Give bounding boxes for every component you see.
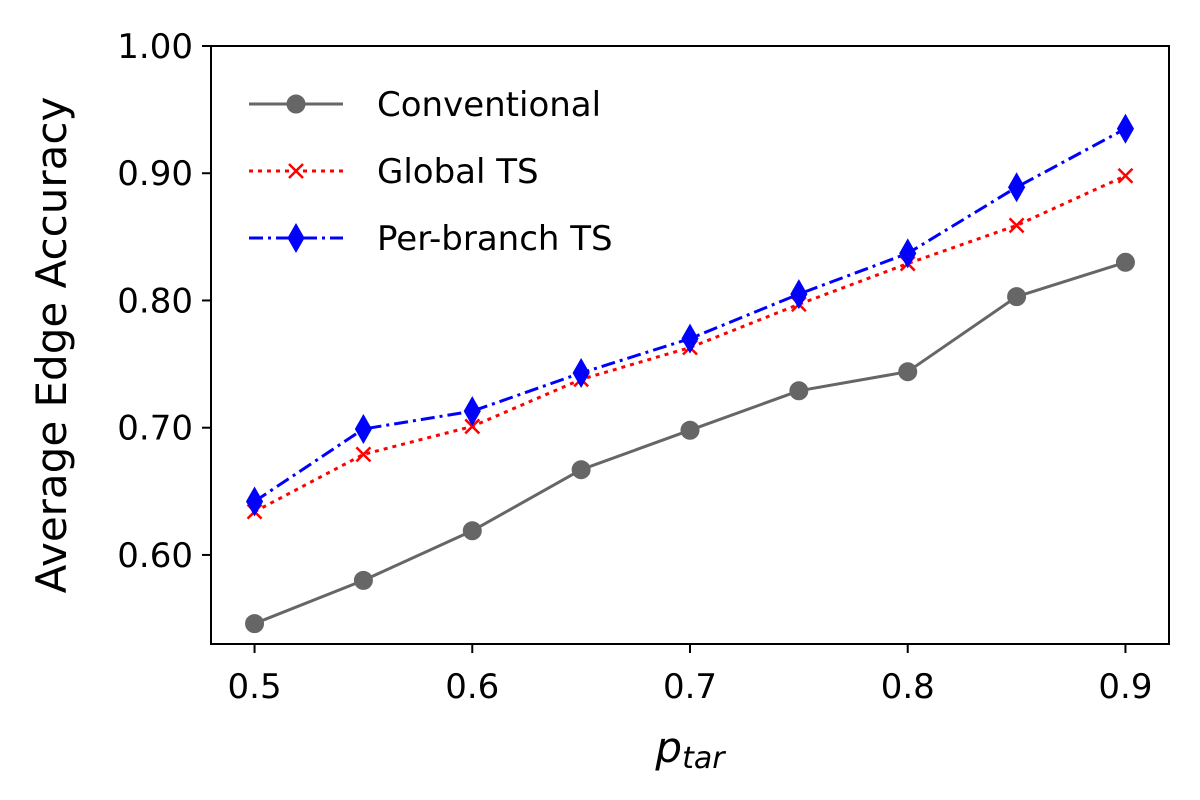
data-point xyxy=(245,614,265,634)
legend-item: Conventional xyxy=(249,85,601,125)
data-point xyxy=(462,521,482,541)
series-line xyxy=(253,174,1127,514)
data-point xyxy=(354,413,372,444)
data-point xyxy=(245,486,264,517)
y-tick-label: 1.00 xyxy=(117,27,193,67)
data-point xyxy=(353,570,373,590)
data-point xyxy=(680,420,700,440)
x-axis-label-main: p xyxy=(654,723,682,772)
data-point xyxy=(1007,287,1027,307)
data-point xyxy=(790,279,808,310)
data-point xyxy=(1117,167,1134,184)
y-axis-label: Average Edge Accuracy xyxy=(27,97,76,594)
data-point xyxy=(1008,172,1026,203)
y-tick-label: 0.70 xyxy=(117,409,193,449)
data-point xyxy=(899,238,917,269)
data-point xyxy=(572,357,590,388)
legend-marker xyxy=(286,94,306,114)
x-axis-label-subscript: tar xyxy=(682,741,726,776)
x-tick-label: 0.8 xyxy=(881,667,935,707)
series-per-branch-ts xyxy=(245,113,1135,517)
legend: Conventional Global TS Per-branch TS xyxy=(249,85,613,259)
legend-label: Per-branch TS xyxy=(377,219,613,259)
data-point xyxy=(1116,113,1135,144)
x-tick-label: 0.9 xyxy=(1098,667,1152,707)
data-point xyxy=(1115,252,1135,272)
series-line xyxy=(253,260,1126,625)
data-point xyxy=(789,381,809,401)
x-tick-label: 0.5 xyxy=(228,667,282,707)
x-tick-label: 0.7 xyxy=(663,667,717,707)
legend-label: Global TS xyxy=(377,152,539,192)
legend-label: Conventional xyxy=(377,85,601,125)
y-tick-label: 0.60 xyxy=(117,536,193,576)
data-point xyxy=(898,362,918,382)
legend-marker xyxy=(288,163,304,179)
series-layer xyxy=(245,113,1135,634)
y-tick-label: 0.80 xyxy=(117,281,193,321)
data-point xyxy=(571,460,591,480)
legend-marker xyxy=(287,222,305,254)
data-point xyxy=(1008,217,1025,234)
legend-item: Per-branch TS xyxy=(249,219,613,259)
legend-item: Global TS xyxy=(249,152,539,192)
data-point xyxy=(681,323,699,354)
axis-layer: 0.5 0.6 0.7 0.8 0.9 0.60 0.70 0.80 0.90 1.00 xyxy=(117,27,1152,707)
data-point xyxy=(463,396,481,427)
series-conventional xyxy=(245,252,1135,634)
x-tick-label: 0.6 xyxy=(445,667,499,707)
data-point xyxy=(355,446,372,463)
data-point xyxy=(464,418,481,435)
y-tick-label: 0.90 xyxy=(117,154,193,194)
x-axis-label: ptar xyxy=(654,723,726,776)
